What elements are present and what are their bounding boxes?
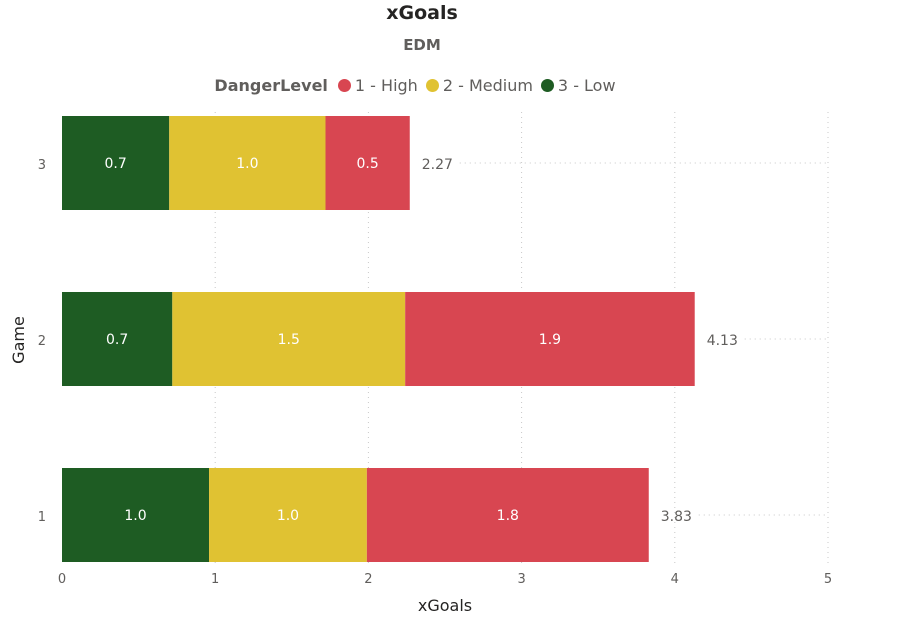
data-label: 1.5 xyxy=(278,332,300,348)
chart-title: xGoals xyxy=(386,2,458,24)
legend[interactable]: DangerLevel 1 - High 2 - Medium 3 - Low xyxy=(0,76,838,95)
y-tick-label: 3 xyxy=(38,158,46,173)
x-tick-label: 1 xyxy=(211,572,219,587)
legend-item-label: 1 - High xyxy=(354,76,418,95)
x-axis-title: xGoals xyxy=(418,596,472,615)
total-label: 2.27 xyxy=(422,157,453,173)
y-tick-label: 2 xyxy=(38,334,46,349)
bar-segment-game3-s2 xyxy=(325,116,410,210)
data-label: 1.0 xyxy=(277,508,299,524)
y-axis-title: Game xyxy=(9,316,28,364)
legend-item-2[interactable]: 3 - Low xyxy=(540,76,616,95)
bar-segment-game1-s1 xyxy=(209,468,367,562)
bar-segment-game1-s0 xyxy=(62,468,210,562)
bar-segment-game3-s0 xyxy=(62,116,170,210)
legend-item-0[interactable]: 1 - High xyxy=(337,76,418,95)
data-label: 1.9 xyxy=(539,332,561,348)
data-label: 0.5 xyxy=(357,156,379,172)
bar-segment-game1-s2 xyxy=(366,468,649,562)
x-tick-label: 3 xyxy=(517,572,525,587)
total-label: 3.83 xyxy=(661,509,692,525)
legend-dot-icon xyxy=(425,79,439,92)
data-label: 1.8 xyxy=(497,508,519,524)
legend-dot-icon xyxy=(337,79,351,92)
x-tick-label: 2 xyxy=(364,572,372,587)
bar-segment-game2-s0 xyxy=(62,292,173,386)
bar-segment-game2-s2 xyxy=(405,292,695,386)
legend-title: DangerLevel xyxy=(214,76,328,95)
bar-segment-game2-s1 xyxy=(172,292,406,386)
legend-item-1[interactable]: 2 - Medium xyxy=(425,76,533,95)
x-tick-label: 5 xyxy=(824,572,832,587)
y-tick-label: 1 xyxy=(38,510,46,525)
x-tick-label: 4 xyxy=(671,572,679,587)
data-label: 1.0 xyxy=(124,508,146,524)
legend-dot-icon xyxy=(540,79,554,92)
legend-items[interactable]: 1 - High 2 - Medium 3 - Low xyxy=(337,76,624,95)
data-label: 0.7 xyxy=(104,156,126,172)
legend-item-label: 2 - Medium xyxy=(442,76,533,95)
legend-item-label: 3 - Low xyxy=(557,76,616,95)
data-label: 0.7 xyxy=(106,332,128,348)
total-label: 4.13 xyxy=(707,333,738,349)
bar-segment-game3-s1 xyxy=(169,116,326,210)
x-tick-label: 0 xyxy=(58,572,66,587)
data-label: 1.0 xyxy=(236,156,258,172)
chart-subtitle: EDM xyxy=(403,36,441,54)
